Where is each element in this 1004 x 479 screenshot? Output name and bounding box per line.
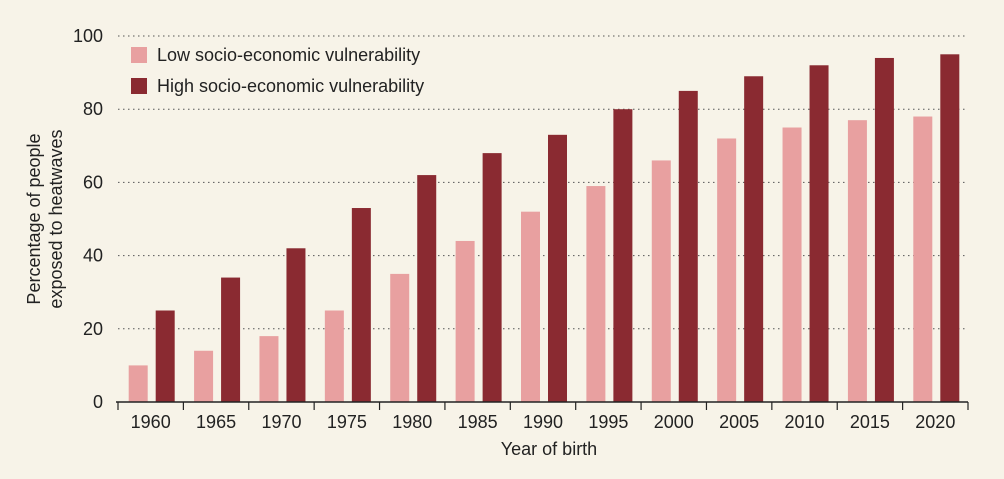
bar-high-2010	[809, 65, 829, 402]
x-tick-label: 2015	[850, 412, 890, 432]
bar-high-1985	[482, 153, 502, 402]
bar-high-1995	[613, 109, 633, 402]
bar-low-1985	[455, 240, 475, 402]
bar-low-2005	[717, 138, 737, 403]
x-tick-label: 1970	[261, 412, 301, 432]
bar-low-1970	[259, 336, 279, 402]
x-tick-label: 1995	[588, 412, 628, 432]
x-tick-label: 2020	[915, 412, 955, 432]
y-tick-labels: 0 20 40 60 80 100	[73, 26, 103, 412]
y-axis-title-line-2: exposed to heatwaves	[46, 129, 66, 308]
x-axis-title: Year of birth	[501, 439, 597, 459]
bar-low-2010	[782, 127, 802, 402]
x-tick-label: 2000	[654, 412, 694, 432]
bar-low-1980	[390, 273, 410, 402]
legend-swatch-low	[131, 47, 147, 63]
bar-high-2000	[678, 90, 698, 403]
x-tick-label: 1965	[196, 412, 236, 432]
bar-low-2020	[913, 116, 933, 403]
x-tick-label: 1985	[458, 412, 498, 432]
bar-high-1980	[417, 175, 437, 402]
x-tick-label: 1975	[327, 412, 367, 432]
bar-high-1970	[286, 248, 306, 402]
legend-swatch-high	[131, 78, 147, 94]
axes	[116, 401, 969, 410]
bar-low-1995	[586, 186, 606, 402]
bar-low-1990	[521, 211, 540, 402]
legend-label-low: Low socio-economic vulnerability	[157, 45, 420, 65]
y-tick-label: 100	[73, 26, 103, 46]
bar-low-1965	[194, 350, 214, 402]
bar-low-2015	[847, 120, 867, 403]
bar-high-1975	[351, 208, 371, 402]
y-tick-label: 20	[83, 319, 103, 339]
bar-high-1960	[155, 310, 175, 402]
x-tick-label: 2010	[785, 412, 825, 432]
bar-high-1965	[221, 277, 241, 402]
y-tick-label: 40	[83, 246, 103, 266]
y-tick-label: 80	[83, 99, 103, 119]
bar-low-2000	[651, 160, 671, 402]
bars	[128, 54, 960, 403]
bar-high-2015	[874, 57, 894, 403]
x-tick-label: 2005	[719, 412, 759, 432]
x-tick-labels: 1960 1965 1970 1975 1980 1985 1990 1995 2000 2005…	[131, 412, 956, 432]
y-tick-label: 60	[83, 172, 103, 192]
bar-high-2020	[940, 54, 960, 403]
x-tick-label: 1990	[523, 412, 563, 432]
x-tick-label: 1980	[392, 412, 432, 432]
legend: Low socio-economic vulnerability High so…	[131, 45, 424, 96]
y-tick-label: 0	[93, 392, 103, 412]
bar-high-2005	[744, 76, 764, 402]
bar-low-1975	[324, 310, 344, 402]
x-tick-label: 1960	[131, 412, 171, 432]
legend-label-high: High socio-economic vulnerability	[157, 76, 424, 96]
gridlines	[118, 35, 968, 330]
bar-high-1990	[548, 134, 567, 402]
bar-low-1960	[128, 365, 148, 402]
y-axis-title-line-1: Percentage of people	[24, 133, 44, 304]
